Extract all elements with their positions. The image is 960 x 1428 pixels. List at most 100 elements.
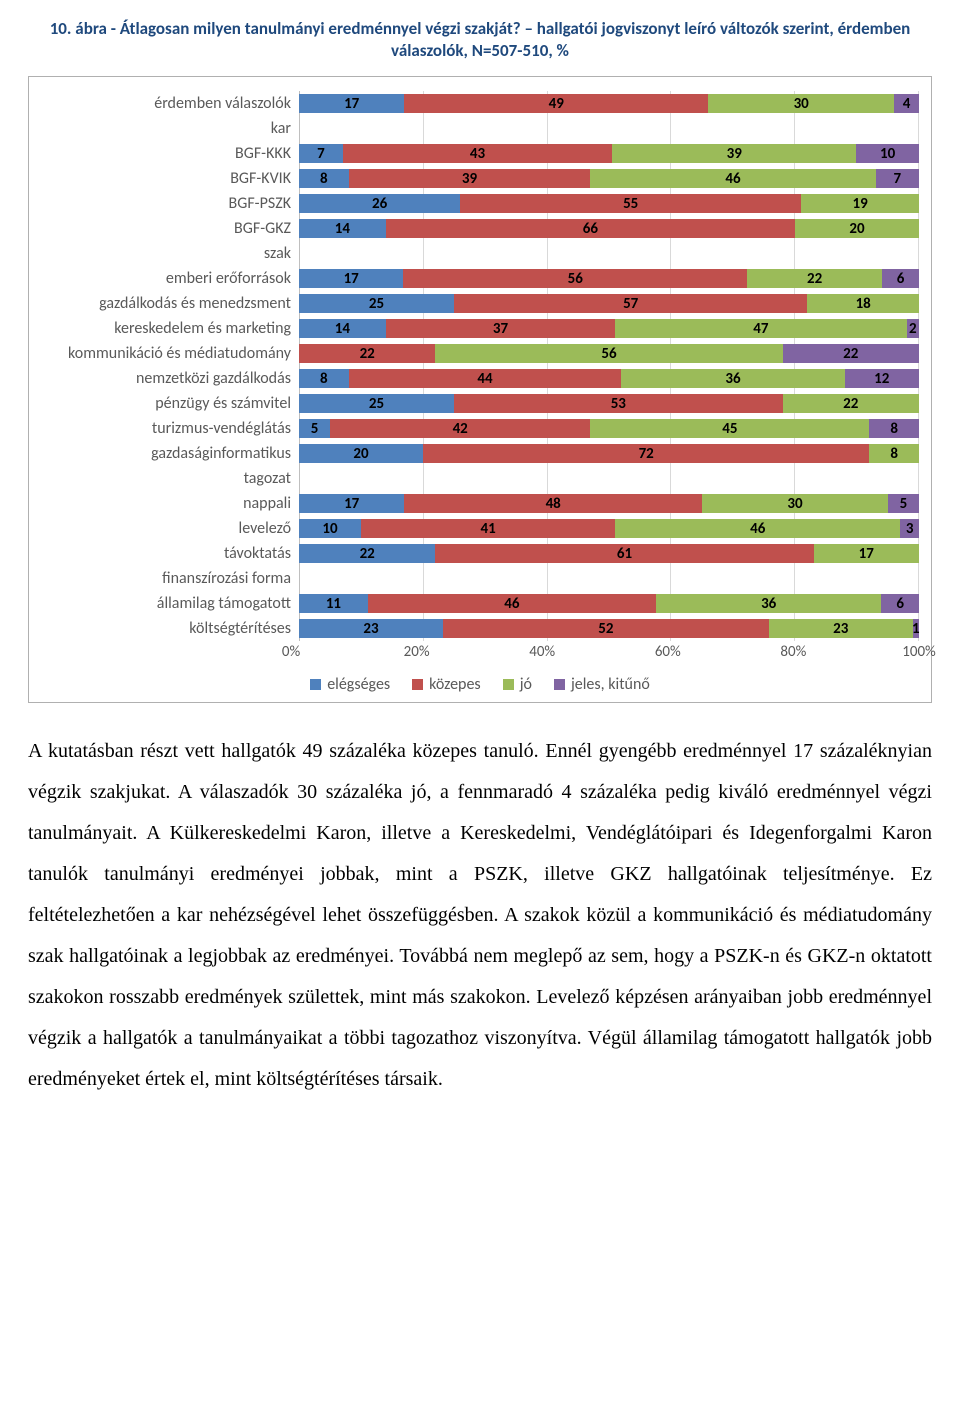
bar-segment: 44 — [349, 369, 622, 388]
stacked-bar: 255718 — [299, 294, 919, 313]
chart-row: BGF-KVIK839467 — [41, 166, 919, 191]
row-track: 1756226 — [299, 266, 919, 291]
row-label: gazdálkodás és menedzsment — [41, 294, 299, 313]
bar-segment: 46 — [590, 169, 875, 188]
bar-segment: 17 — [814, 544, 919, 563]
chart-plot-area: érdemben válaszolók1749304karBGF-KKK7433… — [41, 91, 919, 641]
legend-swatch — [554, 679, 565, 690]
bar-segment: 14 — [299, 219, 386, 238]
chart-row: távoktatás226117 — [41, 541, 919, 566]
bar-segment: 39 — [349, 169, 591, 188]
bar-segment: 61 — [435, 544, 813, 563]
chart-row: finanszírozási forma — [41, 566, 919, 591]
row-label: szak — [41, 244, 299, 263]
bar-segment: 6 — [882, 269, 919, 288]
stacked-bar: 1437472 — [299, 319, 919, 338]
bar-segment: 1 — [913, 619, 919, 638]
bar-segment: 53 — [454, 394, 783, 413]
chart-row: tagozat — [41, 466, 919, 491]
bar-segment: 25 — [299, 294, 454, 313]
row-track: 839467 — [299, 166, 919, 191]
row-label: érdemben válaszolók — [41, 94, 299, 113]
row-label: kommunikáció és médiatudomány — [41, 344, 299, 363]
stacked-bar: 1146366 — [299, 594, 919, 613]
chart-row: pénzügy és számvitel255322 — [41, 391, 919, 416]
bar-segment: 22 — [299, 544, 435, 563]
legend-label: jó — [520, 675, 532, 694]
bar-segment: 25 — [299, 394, 454, 413]
bar-segment: 6 — [881, 594, 919, 613]
chart-row: érdemben válaszolók1749304 — [41, 91, 919, 116]
chart-row: nemzetközi gazdálkodás8443612 — [41, 366, 919, 391]
row-label: pénzügy és számvitel — [41, 394, 299, 413]
bar-segment: 23 — [299, 619, 443, 638]
bar-segment: 10 — [299, 519, 361, 538]
chart-container: érdemben válaszolók1749304karBGF-KKK7433… — [28, 76, 932, 703]
legend-swatch — [412, 679, 423, 690]
chart-row: turizmus-vendéglátás542458 — [41, 416, 919, 441]
row-track: 7433910 — [299, 141, 919, 166]
row-track: 225622 — [299, 341, 919, 366]
bar-segment: 56 — [435, 344, 782, 363]
stacked-bar: 7433910 — [299, 144, 919, 163]
bar-segment: 20 — [299, 444, 423, 463]
stacked-bar: 146620 — [299, 219, 919, 238]
x-axis: 0%20%40%60%80%100% — [41, 643, 919, 665]
bar-segment: 8 — [869, 419, 919, 438]
body-paragraph: A kutatásban részt vett hallgatók 49 szá… — [28, 731, 932, 1100]
bar-segment: 39 — [612, 144, 856, 163]
bar-segment: 37 — [386, 319, 615, 338]
row-label: emberi erőforrások — [41, 269, 299, 288]
bar-segment: 30 — [708, 94, 894, 113]
row-track: 1146366 — [299, 591, 919, 616]
row-label: nappali — [41, 494, 299, 513]
bar-segment: 7 — [299, 144, 343, 163]
row-track: 20728 — [299, 441, 919, 466]
bar-segment: 42 — [330, 419, 590, 438]
bar-segment: 56 — [403, 269, 747, 288]
bar-segment: 66 — [386, 219, 795, 238]
chart-row: emberi erőforrások1756226 — [41, 266, 919, 291]
stacked-bar: 265519 — [299, 194, 919, 213]
bar-segment: 46 — [615, 519, 900, 538]
bar-segment: 3 — [900, 519, 919, 538]
row-label: turizmus-vendéglátás — [41, 419, 299, 438]
bar-segment: 48 — [404, 494, 702, 513]
row-label: költségtérítéses — [41, 619, 299, 638]
bar-segment: 17 — [299, 269, 403, 288]
bar-segment: 20 — [795, 219, 919, 238]
bar-segment: 8 — [299, 369, 349, 388]
chart-row: kereskedelem és marketing1437472 — [41, 316, 919, 341]
row-label: kar — [41, 119, 299, 138]
bar-segment: 52 — [443, 619, 769, 638]
row-track: 255718 — [299, 291, 919, 316]
row-label: gazdaságinformatikus — [41, 444, 299, 463]
row-track: 146620 — [299, 216, 919, 241]
stacked-bar: 226117 — [299, 544, 919, 563]
stacked-bar: 1749304 — [299, 94, 919, 113]
chart-row: BGF-KKK7433910 — [41, 141, 919, 166]
stacked-bar: 839467 — [299, 169, 919, 188]
bar-segment: 30 — [702, 494, 888, 513]
chart-row: gazdaságinformatikus20728 — [41, 441, 919, 466]
row-track: 226117 — [299, 541, 919, 566]
bar-segment: 41 — [361, 519, 615, 538]
x-axis-tick: 80% — [780, 643, 806, 661]
row-track — [299, 241, 919, 266]
bar-segment: 5 — [299, 419, 330, 438]
bar-segment: 72 — [423, 444, 869, 463]
bar-segment: 22 — [783, 394, 919, 413]
stacked-bar: 8443612 — [299, 369, 919, 388]
x-axis-tick: 60% — [655, 643, 681, 661]
chart-row: gazdálkodás és menedzsment255718 — [41, 291, 919, 316]
row-label: nemzetközi gazdálkodás — [41, 369, 299, 388]
legend-label: jeles, kitűnő — [571, 675, 650, 694]
bar-segment: 4 — [894, 94, 919, 113]
bar-segment: 22 — [299, 344, 435, 363]
row-track — [299, 116, 919, 141]
stacked-bar: 255322 — [299, 394, 919, 413]
legend-item: jó — [503, 675, 532, 694]
bar-segment: 47 — [615, 319, 906, 338]
bar-segment: 17 — [299, 494, 404, 513]
stacked-bar: 2352231 — [299, 619, 919, 638]
